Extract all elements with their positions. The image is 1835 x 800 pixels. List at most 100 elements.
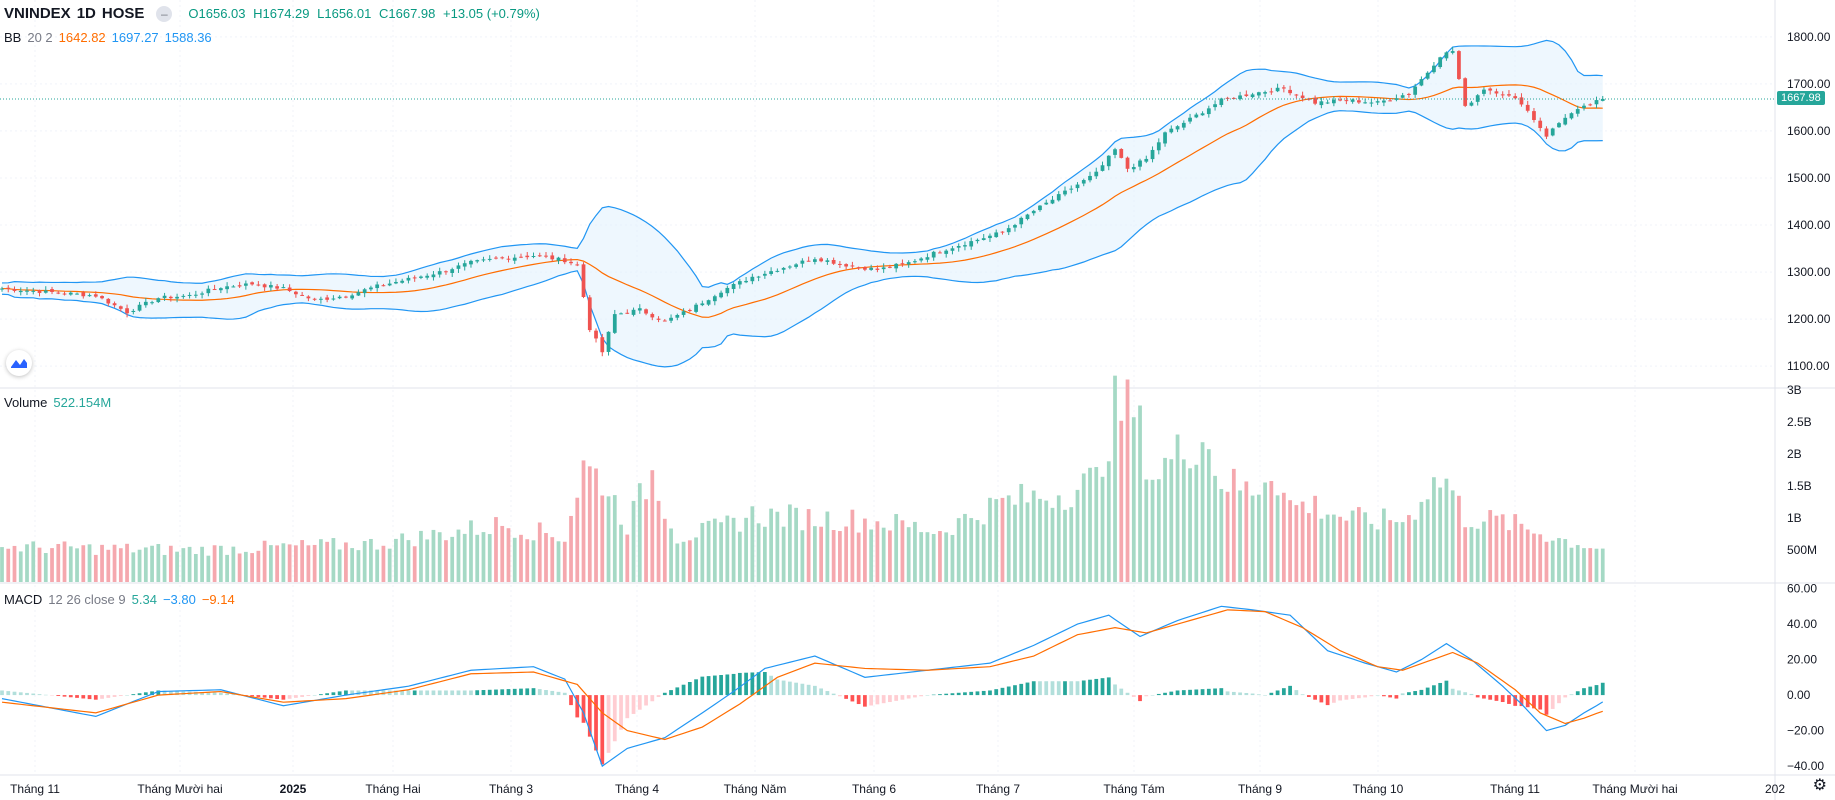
bb-legend[interactable]: BB 20 2 1642.82 1697.27 1588.36: [4, 30, 212, 45]
volume-bar: [175, 551, 179, 582]
volume-bar: [25, 544, 29, 582]
volume-bar: [1081, 473, 1086, 582]
candle-body: [1569, 113, 1574, 119]
volume-bar: [888, 530, 892, 582]
candle-body: [300, 294, 305, 296]
candle-body: [1482, 89, 1486, 94]
volume-bar: [356, 550, 361, 582]
candle-body: [375, 284, 380, 289]
volume-bar: [1425, 499, 1430, 582]
volume-bar: [375, 549, 380, 582]
settings-gear-icon[interactable]: ⚙: [1812, 777, 1827, 794]
macd-histogram-bar: [369, 690, 373, 696]
macd-histogram-bar: [1250, 693, 1255, 696]
volume-bar: [406, 540, 411, 582]
macd-histogram-bar: [625, 695, 630, 719]
macd-histogram-bar: [1382, 695, 1386, 697]
volume-bar: [1019, 483, 1024, 582]
volume-bar: [281, 543, 286, 582]
volume-bar: [1188, 468, 1192, 582]
bb-fill: [2, 40, 1603, 367]
volume-bar: [306, 545, 311, 582]
volume-bar: [287, 544, 292, 582]
time-axis-label: Tháng Hai: [365, 782, 420, 796]
tradingview-logo-icon[interactable]: [6, 350, 32, 376]
macd-histogram-bar: [325, 693, 330, 696]
candle-body: [806, 260, 811, 262]
candle-body: [1375, 101, 1380, 103]
macd-histogram-bar: [462, 690, 467, 696]
volume-bar: [156, 544, 161, 582]
candle-body: [362, 289, 367, 294]
volume-bar: [562, 541, 567, 582]
candle-body: [344, 296, 348, 298]
volume-bar: [131, 552, 136, 582]
volume-bar: [1569, 547, 1574, 582]
time-axis-label: Tháng 7: [976, 782, 1020, 796]
candle-body: [1094, 171, 1099, 177]
candle-body: [494, 257, 498, 259]
macd-legend[interactable]: MACD 12 26 close 9 5.34 −3.80 −9.14: [4, 592, 235, 607]
candle-body: [1244, 94, 1249, 96]
candle-body: [575, 264, 580, 266]
symbol-name[interactable]: VNINDEX: [4, 5, 71, 22]
candle-body: [1219, 98, 1224, 105]
candle-body: [544, 255, 548, 257]
candle-body: [206, 288, 211, 294]
volume-bar: [1006, 495, 1011, 582]
volume-legend[interactable]: Volume 522.154M: [4, 395, 111, 410]
minus-icon[interactable]: –: [156, 5, 173, 22]
macd-histogram-bar: [1019, 683, 1024, 696]
high-value: H1674.29: [253, 6, 310, 21]
volume-bar: [1513, 514, 1518, 582]
macd-histogram-bar: [1219, 688, 1224, 696]
symbol-legend: VNINDEX 1D HOSE – O1656.03 H1674.29 L165…: [4, 5, 544, 22]
macd-histogram-bar: [1494, 695, 1499, 701]
candle-body: [1019, 217, 1024, 225]
volume-bar: [919, 532, 924, 582]
candle-body: [193, 294, 198, 296]
macd-histogram-bar: [956, 692, 961, 696]
volume-bar: [1388, 520, 1393, 582]
volume-bar: [894, 514, 899, 582]
volume-bar: [243, 551, 248, 582]
macd-histogram-bar: [650, 695, 655, 702]
candle-body: [931, 251, 936, 258]
macd-histogram-bar: [168, 690, 173, 696]
candle-body: [1331, 99, 1336, 104]
candle-body: [31, 290, 36, 292]
macd-histogram-bar: [925, 695, 930, 696]
volume-bar: [569, 515, 573, 582]
last-price-tag: 1667.98: [1777, 90, 1825, 105]
macd-histogram-bar: [312, 695, 317, 696]
macd-axis-label: −40.00: [1787, 759, 1824, 773]
interval-label[interactable]: 1D: [76, 5, 96, 22]
volume-bar: [218, 545, 223, 582]
macd-histogram-bar: [881, 695, 886, 704]
open-value: O1656.03: [188, 6, 246, 21]
price-axis-label: 1800.00: [1787, 30, 1831, 44]
volume-bar: [500, 525, 505, 582]
candle-body: [925, 257, 930, 260]
volume-bar: [1256, 494, 1261, 582]
macd-histogram-bar: [275, 695, 280, 700]
candle-body: [744, 280, 748, 283]
macd-histogram-bar: [1138, 695, 1142, 702]
volume-bar: [481, 532, 486, 582]
candle-body: [1600, 98, 1605, 101]
macd-histogram-bar: [1263, 695, 1267, 696]
volume-bar: [813, 526, 817, 582]
candle-body: [969, 241, 974, 247]
candle-body: [975, 239, 980, 242]
candle-body: [444, 271, 448, 273]
candle-body: [900, 263, 905, 265]
macd-histogram-bar: [1350, 695, 1355, 699]
volume-bar: [1413, 519, 1418, 582]
macd-histogram-bar: [200, 692, 204, 696]
macd-histogram-bar: [1188, 689, 1192, 696]
candle-body: [781, 267, 786, 270]
volume-bar: [125, 543, 129, 582]
volume-bar: [319, 539, 323, 582]
candle-body: [1263, 92, 1267, 94]
